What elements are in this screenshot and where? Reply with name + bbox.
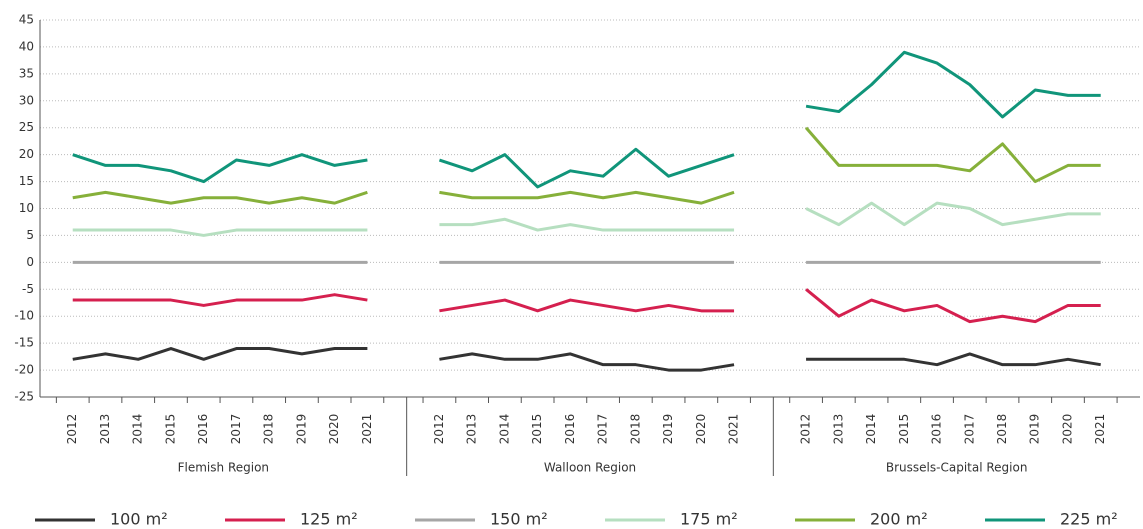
series-line (439, 190, 735, 205)
group-label: Walloon Region (544, 461, 636, 475)
y-tick-label: -10 (14, 309, 34, 323)
x-tick-label: 2018 (628, 414, 642, 445)
x-tick-label: 2020 (694, 414, 708, 445)
x-tick-label: 2021 (727, 414, 741, 445)
x-tick-label: 2018 (262, 414, 276, 445)
x-tick-label: 2013 (831, 414, 845, 445)
x-tick-label: 2019 (1028, 414, 1042, 445)
series-line (806, 352, 1101, 367)
y-tick-label: 15 (19, 174, 34, 188)
x-tick-label: 2016 (563, 414, 577, 445)
x-tick-label: 2017 (962, 414, 976, 445)
group-label: Flemish Region (178, 461, 269, 475)
x-tick-label: 2016 (930, 414, 944, 445)
x-tick-label: 2015 (530, 414, 544, 445)
x-tick-label: 2021 (360, 414, 374, 445)
y-tick-label: 40 (19, 39, 34, 53)
series-line (72, 190, 368, 205)
y-tick-label: 10 (19, 201, 34, 215)
legend-label: 200 m² (870, 510, 928, 529)
y-tick-label: 0 (26, 255, 34, 269)
series-line (72, 347, 368, 361)
series-line (72, 293, 368, 307)
y-tick-label: 5 (26, 228, 34, 242)
y-tick-label: -20 (14, 363, 34, 377)
legend-label: 125 m² (300, 510, 358, 529)
x-tick-label: 2012 (65, 414, 79, 445)
x-tick-label: 2017 (596, 414, 610, 445)
legend-label: 225 m² (1060, 510, 1118, 529)
x-tick-label: 2020 (1060, 414, 1074, 445)
series-line (805, 288, 1101, 324)
y-tick-label: 35 (19, 66, 34, 80)
x-tick-label: 2015 (897, 414, 911, 445)
legend-label: 150 m² (490, 510, 548, 529)
x-tick-label: 2014 (131, 414, 145, 445)
y-tick-label: -5 (22, 282, 34, 296)
y-tick-label: -25 (14, 390, 34, 404)
x-tick-label: 2021 (1093, 414, 1107, 445)
legend-label: 175 m² (680, 510, 738, 529)
series-line (805, 201, 1101, 227)
y-tick-label: 25 (19, 120, 34, 134)
x-tick-label: 2020 (327, 414, 341, 445)
x-tick-label: 2013 (98, 414, 112, 445)
x-tick-label: 2013 (465, 414, 479, 445)
series-line (72, 228, 368, 237)
x-tick-label: 2012 (432, 414, 446, 445)
series-line (439, 298, 735, 313)
y-tick-label: 30 (19, 93, 34, 107)
y-tick-label: -15 (14, 336, 34, 350)
x-tick-label: 2019 (294, 414, 308, 445)
x-tick-label: 2016 (196, 414, 210, 445)
series-line (804, 126, 1101, 184)
legend-label: 100 m² (110, 510, 168, 529)
x-tick-label: 2012 (799, 414, 813, 445)
y-tick-label: 45 (19, 13, 34, 27)
y-tick-label: 20 (19, 147, 34, 161)
series-line (72, 153, 368, 184)
x-tick-label: 2015 (163, 414, 177, 445)
group-label: Brussels-Capital Region (886, 461, 1028, 475)
x-tick-label: 2014 (497, 414, 511, 445)
series-line (439, 352, 735, 372)
series-line (805, 50, 1101, 119)
x-tick-label: 2014 (864, 414, 878, 445)
x-tick-label: 2018 (995, 414, 1009, 445)
x-tick-label: 2017 (229, 414, 243, 445)
x-tick-label: 2019 (661, 414, 675, 445)
series-line (438, 147, 735, 189)
series-line (439, 217, 735, 232)
